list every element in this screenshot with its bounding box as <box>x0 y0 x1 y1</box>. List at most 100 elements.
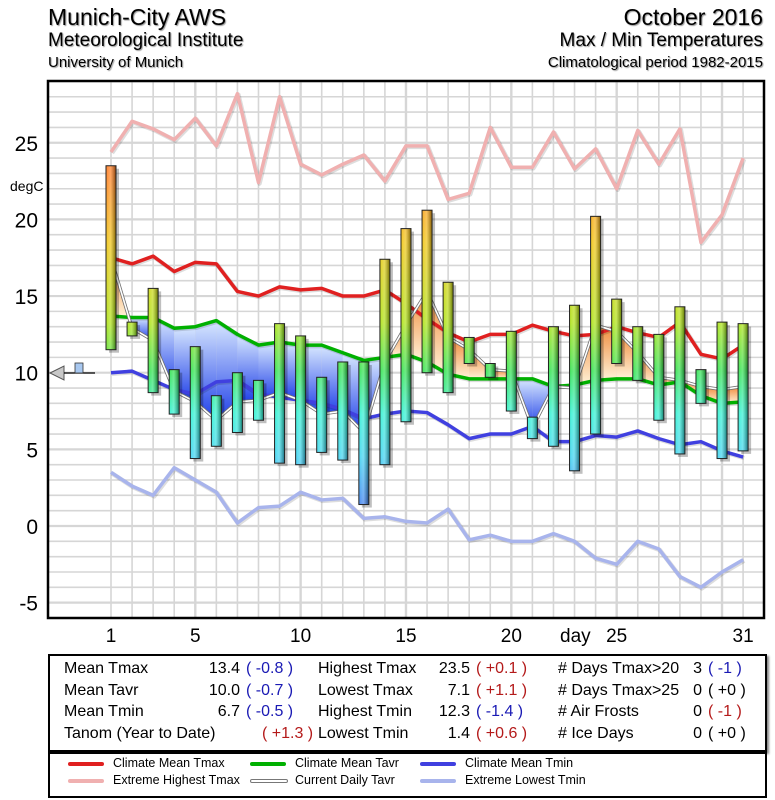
day-bar-shine <box>421 209 433 374</box>
stat-label: Tanom (Year to Date) <box>64 724 216 742</box>
legend-swatch <box>420 762 456 766</box>
legend-label: Climate Mean Tavr <box>295 756 399 770</box>
stat-anomaly: ( -0.8 ) <box>246 660 294 677</box>
stat-anomaly: ( +0.1 ) <box>476 660 528 677</box>
day-bar-shine <box>505 330 517 412</box>
annual-mean-marker <box>48 362 95 381</box>
y-tick-label: -5 <box>19 593 38 616</box>
day-bar-shine <box>442 281 454 394</box>
day-bar-shine <box>126 321 138 337</box>
institute-title: Meteorological Institute <box>48 30 244 51</box>
university-title: University of Munich <box>48 54 184 71</box>
day-bar-shine <box>105 165 117 351</box>
stat-value: 23.5 <box>438 660 470 677</box>
stat-anomaly: ( -1.4 ) <box>476 703 524 720</box>
extreme-highest-tmax-line <box>109 91 745 245</box>
stat-value: 1.4 <box>447 724 470 742</box>
day-bar-shine <box>189 346 201 460</box>
stat-label: # Air Frosts <box>558 703 639 720</box>
x-tick-label: 1 <box>106 626 117 647</box>
stat-value: 13.4 <box>208 660 240 677</box>
stat-anomaly: ( +1.3 ) <box>262 724 314 742</box>
y-tick-label: 25 <box>15 133 38 156</box>
y-tick-label: 0 <box>26 516 38 539</box>
stat-value: 10.0 <box>208 681 240 699</box>
legend-label: Extreme Lowest Tmin <box>465 773 586 787</box>
legend-label: Climate Mean Tmax <box>113 756 225 770</box>
legend-label: Current Daily Tavr <box>295 773 395 787</box>
y-tick-label: 20 <box>15 209 38 232</box>
day-bar-shine <box>737 323 749 452</box>
day-bar-shine <box>379 258 391 466</box>
month-title: October 2016 <box>623 4 763 30</box>
day-bar-shine <box>295 335 307 466</box>
day-bar-shine <box>526 416 538 440</box>
x-tick-label: 31 <box>733 626 754 647</box>
stat-anomaly: ( +1.1 ) <box>476 681 528 699</box>
stat-value: 6.7 <box>217 703 240 720</box>
day-bar-shine <box>400 228 412 423</box>
stat-label: Lowest Tmax <box>318 681 413 699</box>
stat-value: 0 <box>693 724 702 742</box>
legend: Climate Mean Tmax Extreme Highest Tmax Cli… <box>48 752 767 798</box>
legend-swatch <box>420 779 456 783</box>
climate-period: Climatological period 1982-2015 <box>547 54 763 71</box>
day-bar-shine <box>252 379 264 421</box>
daily-bars <box>105 165 752 508</box>
plot-frame <box>46 79 766 620</box>
x-tick-label: 25 <box>606 626 627 647</box>
day-bar-shine <box>274 323 286 464</box>
y-tick-label: 10 <box>15 363 38 386</box>
day-bar-shine <box>569 304 581 472</box>
day-bar-shine <box>358 361 370 506</box>
x-tick-label: 20 <box>501 626 522 647</box>
stat-anomaly: ( +0 ) <box>708 724 746 742</box>
stat-value: 0 <box>693 703 702 720</box>
x-axis: 1 5 10 15 20 25 31 <box>106 626 754 647</box>
day-bar-shine <box>653 333 665 421</box>
y-axis-label: degC <box>10 178 43 194</box>
stat-label: # Days Tmax>20 <box>558 660 680 677</box>
stat-label: Lowest Tmin <box>318 724 409 742</box>
x-tick-label: 15 <box>395 626 416 647</box>
day-bar-shine <box>168 369 180 415</box>
day-bar-shine <box>337 361 349 461</box>
y-tick-label: 15 <box>15 286 38 309</box>
stat-anomaly: ( -0.5 ) <box>246 703 294 720</box>
legend-label: Climate Mean Tmin <box>465 756 574 770</box>
chart-subtitle: Max / Min Temperatures <box>559 30 763 51</box>
y-axis: -5 0 5 10 15 20 25 <box>15 133 38 616</box>
day-bar-shine <box>147 287 159 394</box>
stat-anomaly: ( +0 ) <box>708 681 746 699</box>
day-bar-shine <box>231 372 243 433</box>
stat-label: Mean Tavr <box>64 681 139 699</box>
day-bar-shine <box>590 215 602 435</box>
legend-swatch <box>250 779 288 783</box>
statistics-panel: Mean Tmax 13.4 ( -0.8 ) Mean Tavr 10.0 ( -0.7… <box>48 654 767 752</box>
stat-label: Highest Tmax <box>318 660 417 677</box>
stat-label: # Days Tmax>25 <box>558 681 680 699</box>
stat-label: Highest Tmin <box>318 703 412 720</box>
stat-value: 12.3 <box>438 703 470 720</box>
day-bar-shine <box>316 376 328 453</box>
day-bar-shine <box>484 363 496 378</box>
stat-label: Mean Tmax <box>64 660 149 677</box>
x-tick-label: 5 <box>190 626 201 647</box>
stat-anomaly: ( -1 ) <box>708 660 742 677</box>
stat-label: Mean Tmin <box>64 703 144 720</box>
climate-mean-tmin-line <box>110 369 744 459</box>
day-bar-shine <box>632 326 644 381</box>
mean-marker-box <box>74 362 84 374</box>
station-title: Munich-City AWS <box>48 4 227 30</box>
stat-anomaly: ( +0.6 ) <box>476 724 528 742</box>
legend-label: Extreme Highest Tmax <box>113 773 240 787</box>
stat-value: 0 <box>693 681 702 699</box>
legend-swatch <box>68 779 104 783</box>
extreme-lowest-tmin-line <box>110 465 744 590</box>
stat-anomaly: ( -0.7 ) <box>246 681 294 699</box>
x-tick-label: 10 <box>290 626 311 647</box>
legend-swatch <box>250 762 286 766</box>
stat-label: # Ice Days <box>558 724 634 742</box>
day-bar-shine <box>695 369 707 404</box>
